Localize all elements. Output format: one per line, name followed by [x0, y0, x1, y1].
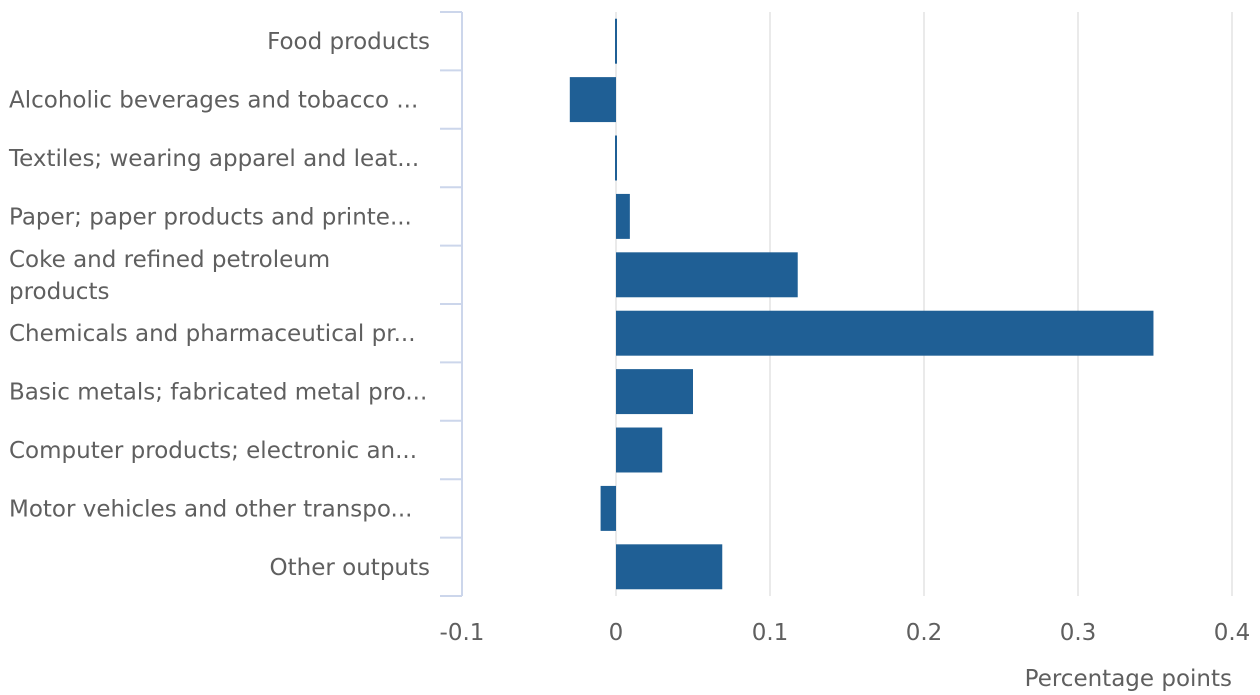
bar: [616, 252, 798, 298]
bar: [616, 310, 1154, 356]
category-axis: [440, 11, 463, 597]
category-label: Alcoholic beverages and tobacco ...: [9, 88, 418, 114]
x-tick-label: 0.2: [906, 620, 943, 646]
bar: [615, 135, 617, 181]
category-label: products: [9, 279, 109, 305]
bar: [616, 544, 723, 590]
category-label: Basic metals; fabricated metal pro...: [9, 380, 427, 406]
category-label: Chemicals and pharmaceutical pr...: [9, 321, 416, 347]
category-label: Food products: [267, 29, 430, 55]
category-label: Other outputs: [270, 555, 430, 581]
x-tick-label: 0.4: [1214, 620, 1251, 646]
category-label: Coke and refined petroleum: [9, 247, 330, 273]
bar: [616, 369, 693, 415]
category-label: Paper; paper products and printe...: [9, 204, 412, 230]
gridlines: [615, 12, 1233, 596]
category-label: Textiles; wearing apparel and leat...: [8, 146, 419, 172]
bar: [569, 77, 616, 123]
x-axis-title: Percentage points: [1025, 666, 1232, 692]
x-tick-label: 0: [609, 620, 624, 646]
bar: [616, 193, 630, 239]
category-label: Computer products; electronic an...: [9, 438, 417, 464]
bars: [569, 18, 1154, 590]
x-tick-label: -0.1: [440, 620, 485, 646]
x-tick-label: 0.1: [752, 620, 789, 646]
x-tick-labels: -0.1 0 0.1 0.2 0.3 0.4: [440, 620, 1251, 646]
bar: [615, 18, 617, 64]
x-tick-label: 0.3: [1060, 620, 1097, 646]
bar: [616, 427, 663, 473]
bar: [600, 485, 616, 531]
category-label: Motor vehicles and other transpo...: [9, 496, 412, 522]
category-labels: Food products Alcoholic beverages and tob…: [8, 29, 430, 581]
